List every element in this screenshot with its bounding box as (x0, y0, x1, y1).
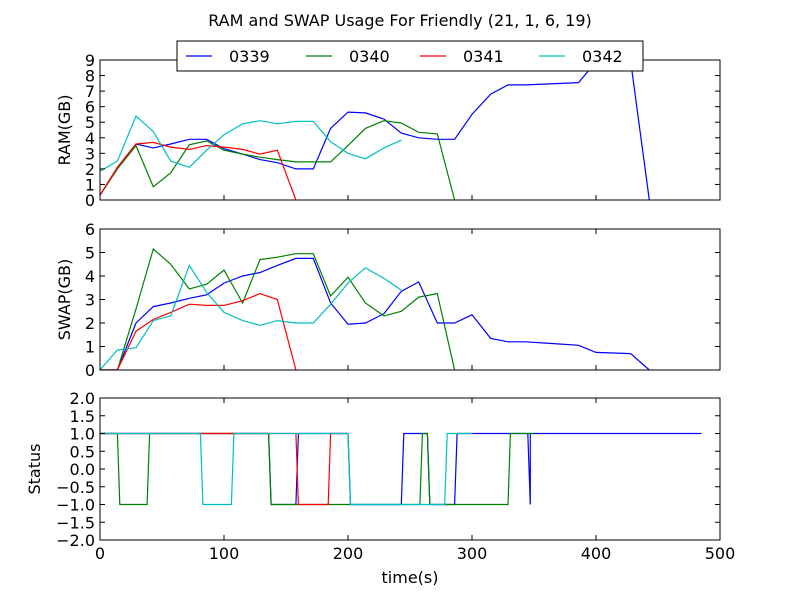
series-line-0340 (100, 247, 456, 370)
y-tick-label: 6 (85, 220, 95, 239)
y-tick-label: −1.5 (56, 513, 95, 532)
axes-frame (99, 397, 721, 541)
y-tick-label: 2 (85, 160, 95, 179)
y-axis-label: Status (25, 444, 44, 495)
series-line-0341 (100, 432, 348, 506)
panel-2: 0 1 2 3 4 5 6 SWAP(GB) (55, 220, 721, 380)
y-tick-label: 2.0 (70, 389, 95, 408)
y-tick-label: 3 (85, 291, 95, 310)
y-tick-label: 9 (85, 51, 95, 70)
x-tick-label: 0 (95, 544, 105, 563)
legend: 0339 0340 0341 0342 (176, 40, 644, 72)
legend-label-0340: 0340 (349, 47, 390, 66)
legend-box (176, 40, 644, 72)
y-tick-label: 6 (85, 98, 95, 117)
series-line-0342 (100, 114, 402, 172)
y-tick-label: 7 (85, 82, 95, 101)
axes-frame (99, 59, 721, 201)
series-line-0340 (100, 120, 456, 200)
y-tick-label: 5 (85, 244, 95, 263)
y-tick-label: 8 (85, 67, 95, 86)
x-tick-label: 400 (581, 544, 612, 563)
panel-3: −2.0−1.5−1.0−0.50.00.51.01.52.0 0 100 200 30… (25, 389, 735, 563)
series-line-0342 (100, 264, 402, 370)
y-tick-label: 2 (85, 314, 95, 333)
series-line-0339 (100, 432, 702, 506)
x-tick-label: 500 (705, 544, 736, 563)
y-tick-label: 0.0 (70, 460, 95, 479)
axes-frame (99, 228, 721, 371)
figure-title: RAM and SWAP Usage For Friendly (21, 1, … (208, 11, 592, 30)
y-axis-label: RAM(GB) (55, 94, 74, 165)
x-tick-label: 200 (333, 544, 364, 563)
y-tick-label: 4 (85, 267, 95, 286)
x-tick-label: 300 (457, 544, 488, 563)
series-line-0341 (100, 292, 297, 370)
y-axis-label: SWAP(GB) (55, 259, 74, 341)
y-tick-label: 4 (85, 129, 95, 148)
y-tick-label: 0 (85, 361, 95, 380)
series-line-0341 (100, 141, 297, 200)
legend-label-0339: 0339 (229, 47, 270, 66)
legend-label-0341: 0341 (463, 47, 504, 66)
series-line-0342 (100, 432, 472, 506)
y-tick-label: 1.5 (70, 407, 95, 426)
series-line-0340 (100, 432, 534, 506)
legend-label-0342: 0342 (582, 47, 623, 66)
series-line-0339 (100, 61, 650, 200)
x-axis-label: time(s) (382, 568, 439, 587)
y-tick-label: 5 (85, 113, 95, 132)
y-tick-label: 1.0 (70, 425, 95, 444)
y-tick-label: −2.0 (56, 531, 95, 550)
y-tick-label: 1 (85, 338, 95, 357)
y-tick-label: 0.5 (70, 442, 95, 461)
y-tick-label: 1 (85, 175, 95, 194)
series-line-0339 (100, 257, 650, 370)
x-tick-label: 100 (209, 544, 240, 563)
y-tick-label: 0 (85, 191, 95, 210)
y-tick-label: −0.5 (56, 478, 95, 497)
y-tick-label: −1.0 (56, 496, 95, 515)
y-tick-label: 3 (85, 144, 95, 163)
